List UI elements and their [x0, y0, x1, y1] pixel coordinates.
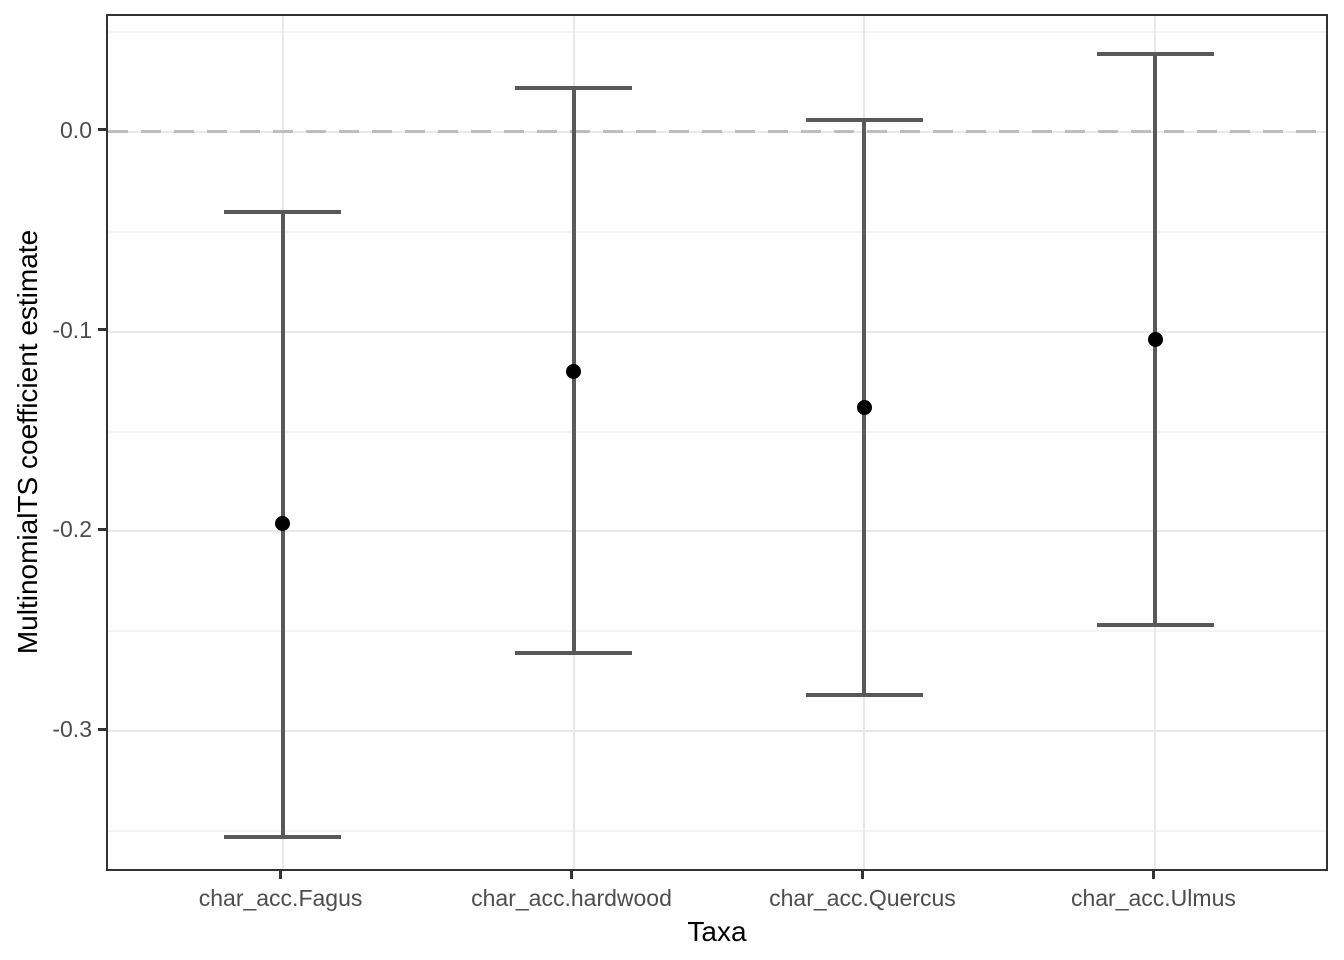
errorbar-cap-bottom: [1096, 623, 1214, 628]
x-axis-tick: [279, 871, 283, 879]
y-tick-label: -0.1: [52, 316, 92, 343]
gridline-y-minor: [108, 630, 1326, 633]
x-tick-label: char_acc.hardwood: [471, 885, 672, 911]
x-tick-label: char_acc.Quercus: [769, 885, 956, 911]
y-axis-tick: [98, 328, 106, 332]
gridline-y-minor: [108, 30, 1326, 33]
x-axis-tick: [1151, 871, 1155, 879]
gridline-y-minor: [108, 430, 1326, 433]
errorbar-cap-bottom: [805, 693, 923, 698]
gridline-y-major: [108, 730, 1326, 733]
errorbar-cap-top: [224, 209, 342, 214]
x-axis-tick: [570, 871, 574, 879]
zero-reference-line: [108, 130, 1326, 134]
y-tick-label: -0.2: [52, 516, 92, 543]
y-axis-title: MultinomialTS coefficient estimate: [12, 229, 44, 655]
y-tick-label: 0.0: [60, 116, 92, 143]
plot-panel: [106, 14, 1328, 871]
x-axis-tick: [860, 871, 864, 879]
errorbar-cap-top: [515, 85, 633, 90]
errorbar-cap-top: [805, 117, 923, 122]
y-axis-tick: [98, 128, 106, 132]
point-estimate: [566, 364, 582, 380]
x-tick-label: char_acc.Fagus: [198, 885, 363, 911]
x-axis-title: Taxa: [687, 916, 747, 947]
errorbar-cap-bottom: [515, 651, 633, 656]
errorbar-cap-bottom: [224, 835, 342, 840]
point-estimate: [1147, 332, 1163, 348]
gridline-y-major: [108, 530, 1326, 533]
gridline-y-minor: [108, 830, 1326, 833]
errorbar-cap-top: [1096, 51, 1214, 56]
y-axis-tick: [98, 527, 106, 531]
y-tick-label: -0.3: [52, 716, 92, 743]
x-tick-label: char_acc.Ulmus: [1070, 885, 1236, 911]
point-estimate: [275, 515, 291, 531]
point-estimate: [856, 400, 872, 416]
gridline-y-major: [108, 330, 1326, 333]
gridline-y-minor: [108, 230, 1326, 233]
y-axis-tick: [98, 727, 106, 731]
